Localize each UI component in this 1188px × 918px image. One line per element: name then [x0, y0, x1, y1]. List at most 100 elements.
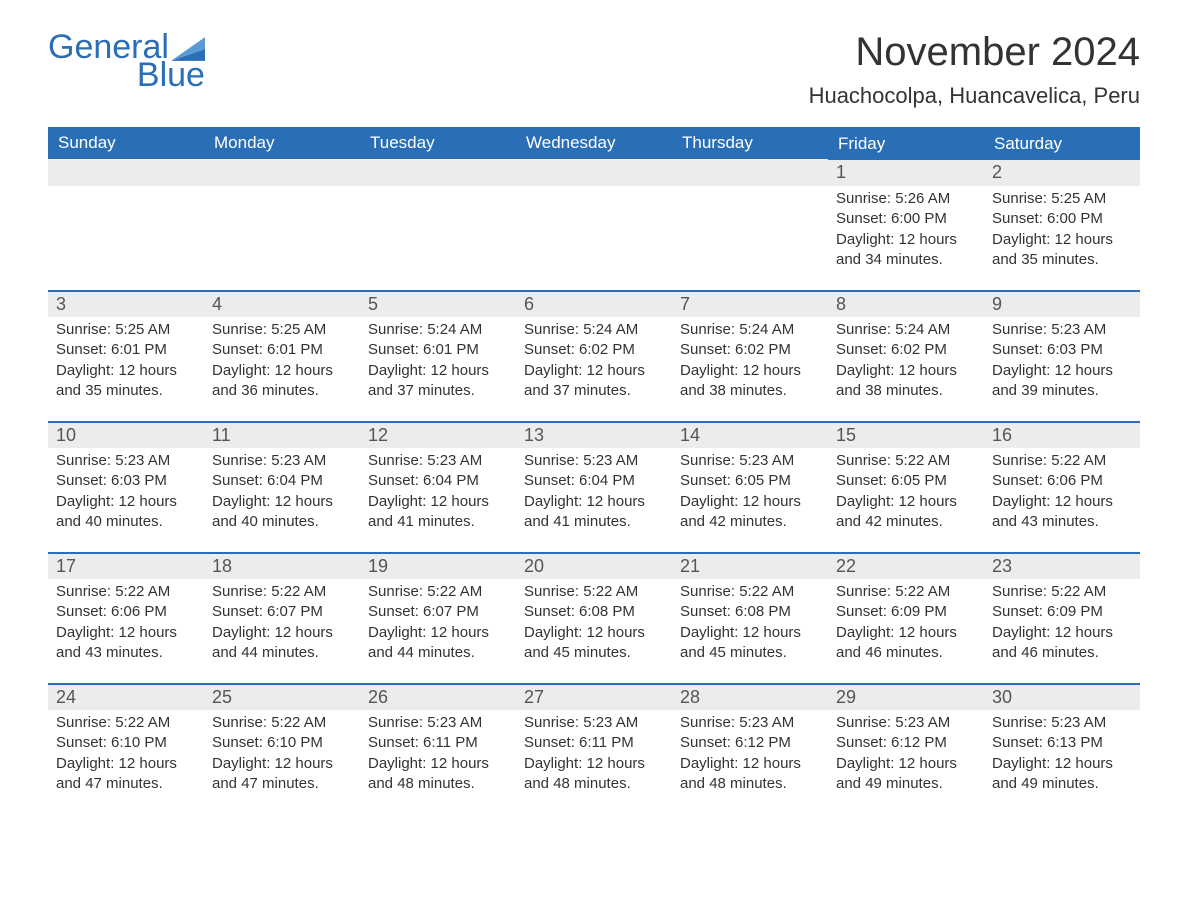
day-number: 6: [516, 291, 672, 317]
sunset-text: Sunset: 6:08 PM: [680, 602, 820, 622]
sunset-text: Sunset: 6:06 PM: [992, 471, 1132, 491]
day-cell: Sunrise: 5:23 AMSunset: 6:04 PMDaylight:…: [204, 448, 360, 553]
day-number: 13: [516, 422, 672, 448]
day-number: 9: [984, 291, 1140, 317]
sunrise-text: Sunrise: 5:23 AM: [680, 451, 820, 471]
sunset-text: Sunset: 6:10 PM: [56, 733, 196, 753]
day-cell: Sunrise: 5:25 AMSunset: 6:01 PMDaylight:…: [48, 317, 204, 422]
day-number: 1: [828, 160, 984, 186]
day-number: 29: [828, 684, 984, 710]
weekday-header: Wednesday: [516, 127, 672, 160]
day-cell: Sunrise: 5:22 AMSunset: 6:07 PMDaylight:…: [360, 579, 516, 684]
day-number: 10: [48, 422, 204, 448]
day-cell: Sunrise: 5:22 AMSunset: 6:10 PMDaylight:…: [204, 710, 360, 815]
daylight-text: Daylight: 12 hours: [368, 492, 508, 512]
daylight-text: and 48 minutes.: [524, 774, 664, 794]
daylight-text: Daylight: 12 hours: [992, 492, 1132, 512]
day-cell: Sunrise: 5:25 AMSunset: 6:01 PMDaylight:…: [204, 317, 360, 422]
daylight-text: and 48 minutes.: [680, 774, 820, 794]
sunrise-text: Sunrise: 5:23 AM: [836, 713, 976, 733]
day-number: 22: [828, 553, 984, 579]
daylight-text: Daylight: 12 hours: [680, 754, 820, 774]
sunrise-text: Sunrise: 5:23 AM: [680, 713, 820, 733]
sunset-text: Sunset: 6:04 PM: [212, 471, 352, 491]
daylight-text: Daylight: 12 hours: [56, 623, 196, 643]
day-cell: Sunrise: 5:24 AMSunset: 6:02 PMDaylight:…: [672, 317, 828, 422]
day-cell: Sunrise: 5:22 AMSunset: 6:08 PMDaylight:…: [516, 579, 672, 684]
daylight-text: Daylight: 12 hours: [680, 623, 820, 643]
daylight-text: and 49 minutes.: [836, 774, 976, 794]
daylight-text: Daylight: 12 hours: [836, 361, 976, 381]
sunset-text: Sunset: 6:03 PM: [992, 340, 1132, 360]
day-cell: Sunrise: 5:23 AMSunset: 6:03 PMDaylight:…: [48, 448, 204, 553]
day-cell: Sunrise: 5:24 AMSunset: 6:02 PMDaylight:…: [828, 317, 984, 422]
day-number: 28: [672, 684, 828, 710]
day-cell: Sunrise: 5:23 AMSunset: 6:13 PMDaylight:…: [984, 710, 1140, 815]
day-cell: Sunrise: 5:22 AMSunset: 6:06 PMDaylight:…: [984, 448, 1140, 553]
month-title: November 2024: [809, 30, 1140, 75]
sunset-text: Sunset: 6:00 PM: [836, 209, 976, 229]
sunset-text: Sunset: 6:10 PM: [212, 733, 352, 753]
day-number: 15: [828, 422, 984, 448]
day-number: 30: [984, 684, 1140, 710]
daylight-text: and 46 minutes.: [992, 643, 1132, 663]
week-body-row: Sunrise: 5:25 AMSunset: 6:01 PMDaylight:…: [48, 317, 1140, 422]
daylight-text: Daylight: 12 hours: [56, 361, 196, 381]
daylight-text: and 39 minutes.: [992, 381, 1132, 401]
sunset-text: Sunset: 6:04 PM: [368, 471, 508, 491]
weekday-header: Friday: [828, 127, 984, 160]
sunrise-text: Sunrise: 5:24 AM: [524, 320, 664, 340]
day-number: 19: [360, 553, 516, 579]
day-cell: Sunrise: 5:22 AMSunset: 6:05 PMDaylight:…: [828, 448, 984, 553]
sunrise-text: Sunrise: 5:22 AM: [56, 713, 196, 733]
day-cell: Sunrise: 5:22 AMSunset: 6:10 PMDaylight:…: [48, 710, 204, 815]
sunset-text: Sunset: 6:02 PM: [836, 340, 976, 360]
day-cell: Sunrise: 5:22 AMSunset: 6:09 PMDaylight:…: [828, 579, 984, 684]
day-cell: Sunrise: 5:24 AMSunset: 6:02 PMDaylight:…: [516, 317, 672, 422]
sunset-text: Sunset: 6:07 PM: [368, 602, 508, 622]
day-number: 25: [204, 684, 360, 710]
empty-cell: [48, 160, 204, 186]
day-number: 2: [984, 160, 1140, 186]
daylight-text: and 35 minutes.: [56, 381, 196, 401]
day-cell: Sunrise: 5:22 AMSunset: 6:08 PMDaylight:…: [672, 579, 828, 684]
day-number: 3: [48, 291, 204, 317]
empty-cell: [516, 186, 672, 291]
day-number: 18: [204, 553, 360, 579]
daylight-text: and 46 minutes.: [836, 643, 976, 663]
sunrise-text: Sunrise: 5:23 AM: [368, 713, 508, 733]
page-header: General Blue November 2024 Huachocolpa, …: [48, 30, 1140, 109]
day-number: 24: [48, 684, 204, 710]
sunset-text: Sunset: 6:09 PM: [836, 602, 976, 622]
sunrise-text: Sunrise: 5:23 AM: [992, 320, 1132, 340]
daylight-text: Daylight: 12 hours: [836, 230, 976, 250]
sunset-text: Sunset: 6:12 PM: [680, 733, 820, 753]
sunset-text: Sunset: 6:01 PM: [56, 340, 196, 360]
sunrise-text: Sunrise: 5:22 AM: [368, 582, 508, 602]
sunset-text: Sunset: 6:01 PM: [212, 340, 352, 360]
daylight-text: Daylight: 12 hours: [992, 623, 1132, 643]
daylight-text: Daylight: 12 hours: [56, 492, 196, 512]
sunset-text: Sunset: 6:06 PM: [56, 602, 196, 622]
sunset-text: Sunset: 6:05 PM: [836, 471, 976, 491]
sunset-text: Sunset: 6:02 PM: [680, 340, 820, 360]
daylight-text: Daylight: 12 hours: [368, 623, 508, 643]
weekday-header: Sunday: [48, 127, 204, 160]
sunrise-text: Sunrise: 5:24 AM: [680, 320, 820, 340]
weekday-header: Thursday: [672, 127, 828, 160]
daylight-text: and 42 minutes.: [680, 512, 820, 532]
sunset-text: Sunset: 6:00 PM: [992, 209, 1132, 229]
daylight-text: Daylight: 12 hours: [524, 623, 664, 643]
day-number: 20: [516, 553, 672, 579]
daylight-text: and 47 minutes.: [212, 774, 352, 794]
daylight-text: and 49 minutes.: [992, 774, 1132, 794]
empty-cell: [360, 186, 516, 291]
daylight-text: Daylight: 12 hours: [680, 492, 820, 512]
daylight-text: Daylight: 12 hours: [992, 230, 1132, 250]
day-cell: Sunrise: 5:22 AMSunset: 6:07 PMDaylight:…: [204, 579, 360, 684]
daylight-text: Daylight: 12 hours: [56, 754, 196, 774]
empty-cell: [204, 160, 360, 186]
empty-cell: [672, 186, 828, 291]
day-number: 14: [672, 422, 828, 448]
sunrise-text: Sunrise: 5:23 AM: [524, 713, 664, 733]
